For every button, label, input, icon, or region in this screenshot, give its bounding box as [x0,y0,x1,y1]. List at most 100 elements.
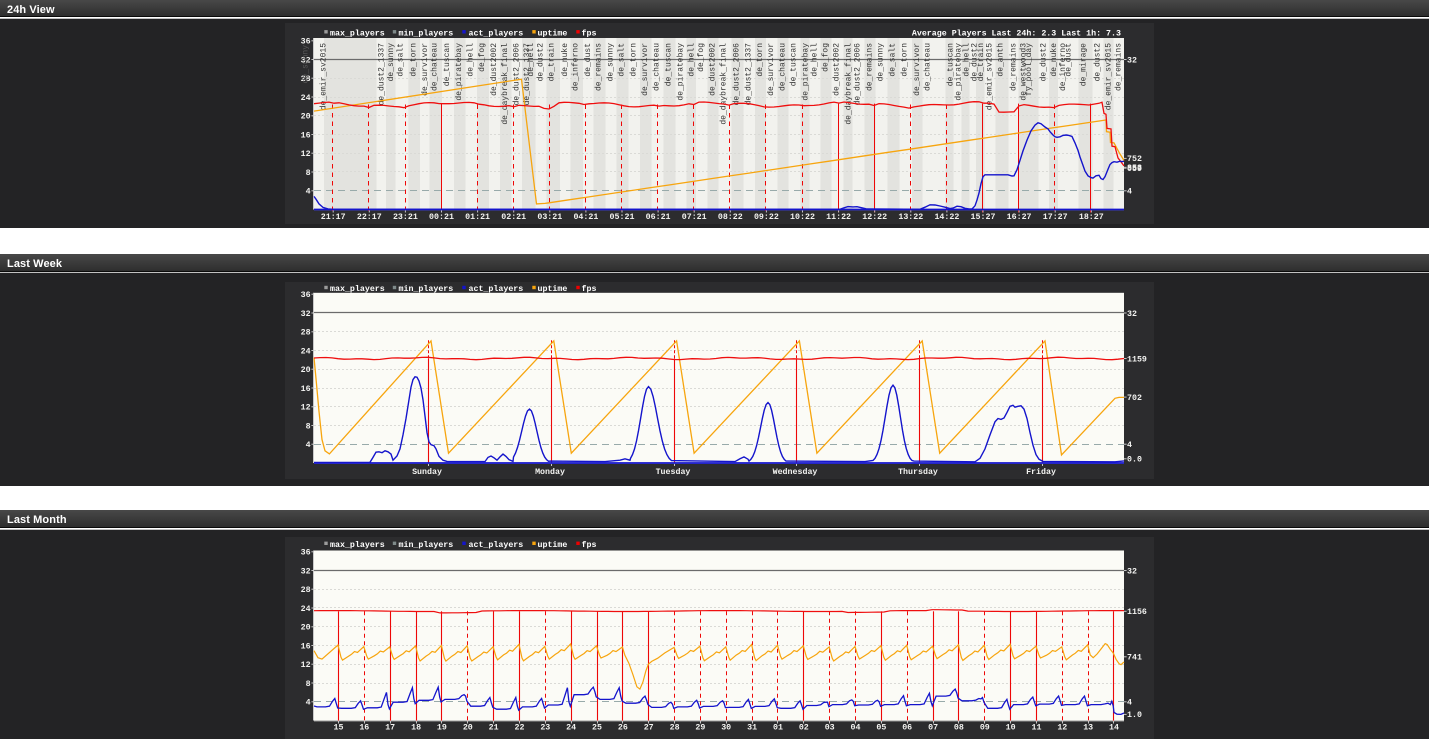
svg-text:fps: fps [582,284,597,294]
svg-text:de_chateau: de_chateau [779,43,788,91]
svg-text:06: 06 [902,724,912,733]
svg-text:max_players: max_players [330,540,385,550]
svg-text:de_remains: de_remains [595,43,604,91]
svg-text:de_daybreak_final: de_daybreak_final [501,43,510,125]
svg-text:05: 05 [876,724,886,733]
svg-text:de_anth: de_anth [997,43,1006,77]
svg-text:de_sunny: de_sunny [387,43,396,82]
svg-text:de_westwood3: de_westwood3 [1020,43,1029,101]
svg-text:01:21: 01:21 [465,213,490,222]
svg-text:de_inferno: de_inferno [572,43,581,91]
svg-text:752: 752 [1127,155,1142,164]
svg-text:16: 16 [359,724,369,733]
svg-text:de_dust: de_dust [1065,43,1074,77]
svg-text:de_fog: de_fog [822,43,831,72]
svg-text:act_players: act_players [469,540,524,550]
svg-text:26: 26 [618,724,628,733]
svg-text:Monday: Monday [535,467,565,477]
svg-text:03: 03 [825,724,835,733]
svg-text:10:22: 10:22 [790,213,815,222]
svg-text:24: 24 [566,724,576,733]
svg-text:22: 22 [515,724,525,733]
svg-text:4: 4 [306,441,311,450]
svg-text:de_dust: de_dust [584,43,593,77]
svg-text:min_players: min_players [399,284,454,294]
svg-text:28: 28 [670,724,680,733]
svg-text:32: 32 [301,56,311,65]
svg-text:08:22: 08:22 [718,213,743,222]
svg-text:de_dust2: de_dust2 [1040,43,1049,82]
svg-text:04: 04 [851,724,861,733]
svg-text:30: 30 [721,724,731,733]
svg-text:de_salt: de_salt [618,43,627,77]
svg-text:de_dust2002: de_dust2002 [490,43,499,96]
svg-text:16: 16 [301,642,311,651]
svg-text:de_tuscan: de_tuscan [790,43,799,86]
svg-text:de_hell: de_hell [688,43,697,77]
svg-text:de_salt: de_salt [397,43,406,77]
svg-text:17: 17 [385,724,395,733]
svg-text:de_dust2_2006: de_dust2_2006 [513,43,522,106]
svg-text:de_survivor: de_survivor [767,43,776,96]
svg-text:13:22: 13:22 [898,213,923,222]
svg-text:11: 11 [1032,724,1042,733]
svg-text:02:21: 02:21 [501,213,526,222]
svg-text:de_piratebay: de_piratebay [955,43,964,101]
svg-text:02: 02 [799,724,809,733]
svg-text:059: 059 [1127,165,1142,174]
svg-text:4: 4 [1127,188,1132,197]
svg-text:18: 18 [411,724,421,733]
svg-text:de_dust2: de_dust2 [537,43,546,82]
svg-text:20: 20 [301,366,311,375]
svg-text:32: 32 [1127,567,1137,576]
svg-text:fps: fps [582,540,597,550]
svg-text:Thursday: Thursday [898,467,938,477]
svg-text:de_train: de_train [977,43,986,82]
svg-text:16:27: 16:27 [1007,213,1032,222]
svg-text:24: 24 [301,605,311,614]
svg-text:de_train: de_train [548,43,557,82]
svg-text:32: 32 [1127,56,1137,65]
svg-text:07:21: 07:21 [682,213,707,222]
svg-text:de_mirage: de_mirage [1080,43,1089,86]
svg-text:32: 32 [301,310,311,319]
svg-text:27: 27 [644,724,654,733]
svg-text:1156: 1156 [1127,608,1147,617]
svg-text:08: 08 [954,724,964,733]
svg-text:06:21: 06:21 [646,213,671,222]
svg-text:8: 8 [306,680,311,689]
svg-text:4: 4 [306,699,311,708]
svg-text:29: 29 [695,724,705,733]
svg-text:01: 01 [773,724,783,733]
svg-text:15: 15 [334,724,344,733]
svg-text:28: 28 [301,329,311,338]
svg-text:28: 28 [301,586,311,595]
svg-text:act_players: act_players [469,29,524,39]
svg-text:22:17: 22:17 [357,213,382,222]
svg-text:12: 12 [301,404,311,413]
svg-text:fps: fps [582,29,597,39]
svg-text:8: 8 [306,169,311,178]
svg-text:12: 12 [301,661,311,670]
svg-text:de_piratebay: de_piratebay [677,43,686,101]
svg-text:05:21: 05:21 [610,213,635,222]
svg-text:09:22: 09:22 [754,213,779,222]
svg-text:12: 12 [301,150,311,159]
svg-text:de_sunny: de_sunny [877,43,886,82]
svg-text:de_dust2_2006: de_dust2_2006 [854,43,863,106]
svg-text:min_players: min_players [399,29,454,39]
svg-text:de_daybreak_final: de_daybreak_final [720,43,729,125]
svg-text:Tuesday: Tuesday [656,467,691,477]
svg-text:36: 36 [301,549,311,558]
svg-text:de_tuscan: de_tuscan [665,43,674,86]
svg-text:act_players: act_players [469,284,524,294]
svg-text:de_remains: de_remains [1010,43,1019,91]
svg-text:19: 19 [437,724,447,733]
svg-text:uptime: uptime [538,284,568,294]
svg-text:de_torn: de_torn [409,43,418,77]
svg-text:741: 741 [1127,654,1142,663]
svg-text:de_emir_sv2015: de_emir_sv2015 [319,43,328,110]
svg-text:4: 4 [1127,441,1132,450]
svg-text:15:27: 15:27 [971,213,996,222]
svg-text:21: 21 [489,724,499,733]
